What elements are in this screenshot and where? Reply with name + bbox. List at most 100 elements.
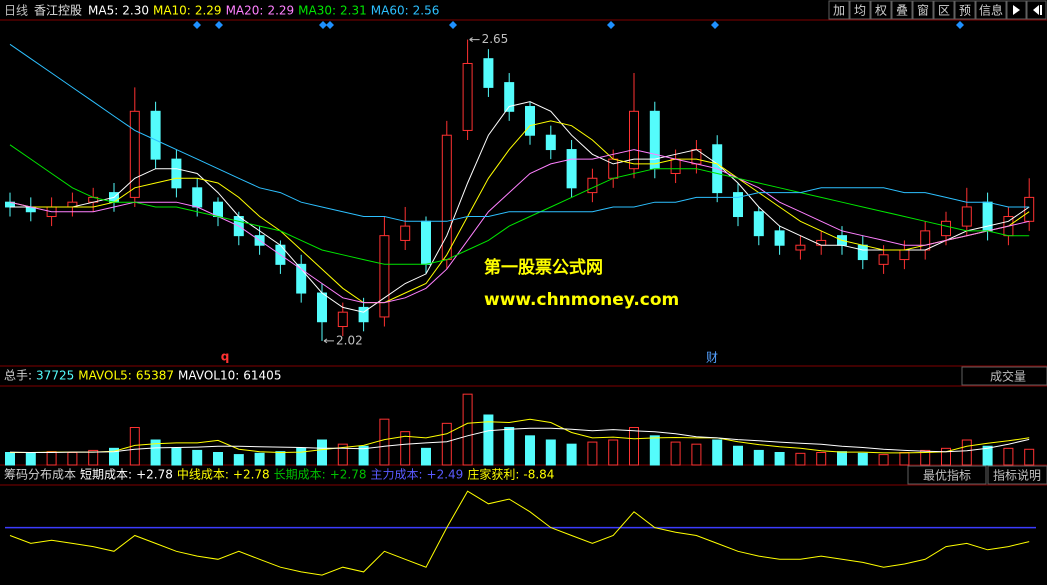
toolbar-label[interactable]: 预 — [959, 4, 971, 18]
candle-body — [504, 82, 515, 112]
volume-bar — [670, 441, 681, 466]
event-diamond — [607, 21, 615, 29]
legend-text: 短期成本: — [80, 468, 132, 482]
tab[interactable] — [987, 465, 1047, 485]
candle-body — [545, 134, 556, 151]
legend-text: +2.49 — [427, 468, 464, 482]
volume-bar — [254, 452, 265, 466]
toolbar-button[interactable] — [828, 0, 850, 20]
event-diamond — [956, 21, 964, 29]
event-diamond — [711, 21, 719, 29]
toolbar-button[interactable] — [975, 0, 1007, 20]
volume-bar — [629, 427, 639, 466]
volume-bar — [941, 447, 951, 466]
indicator-line — [9, 427, 1030, 453]
candle-body — [899, 249, 910, 261]
legend-text: 总手: — [4, 369, 32, 383]
volume-tab[interactable]: 成交量 — [990, 369, 1026, 384]
candle-body — [920, 230, 931, 251]
indicator-line — [9, 149, 1030, 304]
event-diamond — [215, 21, 223, 29]
volume-bar — [525, 435, 535, 466]
volume-bar — [46, 451, 57, 466]
volume-bar — [691, 443, 702, 466]
toolbar-label[interactable]: 均 — [854, 4, 866, 18]
candle-body — [171, 158, 182, 189]
event-diamond — [449, 21, 457, 29]
tab[interactable] — [907, 465, 987, 485]
toolbar-label[interactable]: 信息 — [979, 3, 1003, 18]
volume-bar — [275, 451, 286, 466]
price-annotation: 2.65 — [482, 32, 509, 46]
indicator-tab[interactable]: 最优指标 — [923, 468, 971, 483]
volume-bar — [233, 454, 244, 466]
event-diamond — [326, 21, 334, 29]
volume-bar — [504, 427, 515, 466]
volume-bar — [837, 451, 847, 466]
candle-body — [878, 254, 889, 265]
legend-text: MA5: — [88, 4, 118, 18]
period-label: 日线 — [4, 4, 28, 18]
toolbar-button[interactable] — [870, 0, 892, 20]
candle-body — [421, 220, 431, 265]
volume-bar — [1024, 448, 1035, 466]
legend-text: 2.29 — [267, 4, 294, 18]
candle-body — [483, 58, 494, 88]
candle-body — [587, 177, 598, 194]
volume-bar — [213, 452, 223, 466]
indicator-tab[interactable]: 指标说明 — [993, 468, 1041, 483]
legend-text: -8.84 — [523, 468, 554, 482]
legend-text: 2.30 — [122, 4, 149, 18]
event-label: q — [221, 350, 230, 364]
legend-text: MA10: — [153, 4, 191, 18]
legend-text: 2.31 — [340, 4, 367, 18]
indicator-line — [9, 490, 1030, 576]
candle-body — [379, 235, 390, 318]
toolbar-button[interactable] — [891, 0, 913, 20]
volume-bar — [441, 422, 452, 466]
price-annotation: 2.02 — [336, 333, 363, 347]
volume-bar — [753, 449, 764, 466]
toolbar-button[interactable] — [849, 0, 871, 20]
candle-body — [857, 244, 868, 261]
volume-bar — [109, 447, 119, 466]
candle-body — [400, 225, 411, 241]
volume-bar — [5, 452, 15, 466]
volume-bar — [296, 447, 307, 466]
event-diamond — [193, 21, 201, 29]
volume-bar — [379, 418, 390, 466]
legend-text: +2.78 — [330, 468, 367, 482]
volume-bar — [337, 443, 348, 466]
toolbar-label[interactable]: 窗 — [917, 4, 929, 18]
watermark: www.chnmoney.com — [484, 290, 679, 310]
candle-body — [961, 206, 972, 227]
candle-body — [795, 244, 806, 251]
candle-body — [337, 311, 348, 328]
candle-body — [150, 110, 161, 160]
toolbar-label[interactable]: 加 — [833, 4, 845, 18]
tab[interactable] — [961, 366, 1047, 386]
volume-bar — [816, 452, 827, 466]
toolbar-label[interactable]: 叠 — [896, 4, 908, 18]
legend-text: MA20: — [226, 4, 264, 18]
volume-bar — [67, 452, 78, 466]
volume-bar — [25, 452, 36, 466]
toolbar-button[interactable] — [933, 0, 955, 20]
volume-bar — [899, 452, 910, 466]
plot: 2.65 2.02 — [5, 32, 1036, 576]
legend-text: 61405 — [243, 369, 281, 383]
volume-bar — [192, 449, 203, 466]
toolbar-button[interactable] — [912, 0, 934, 20]
volume-bar — [317, 439, 327, 466]
candle-body — [192, 187, 203, 208]
event-markers — [193, 21, 964, 29]
toolbar-button[interactable] — [954, 0, 976, 20]
candle-body — [525, 106, 535, 136]
volume-bar — [545, 439, 556, 466]
toolbar-label[interactable]: 权 — [875, 4, 887, 18]
legend-text: +2.78 — [233, 468, 270, 482]
volume-bar — [961, 439, 972, 466]
toolbar-label[interactable]: 区 — [938, 4, 950, 18]
